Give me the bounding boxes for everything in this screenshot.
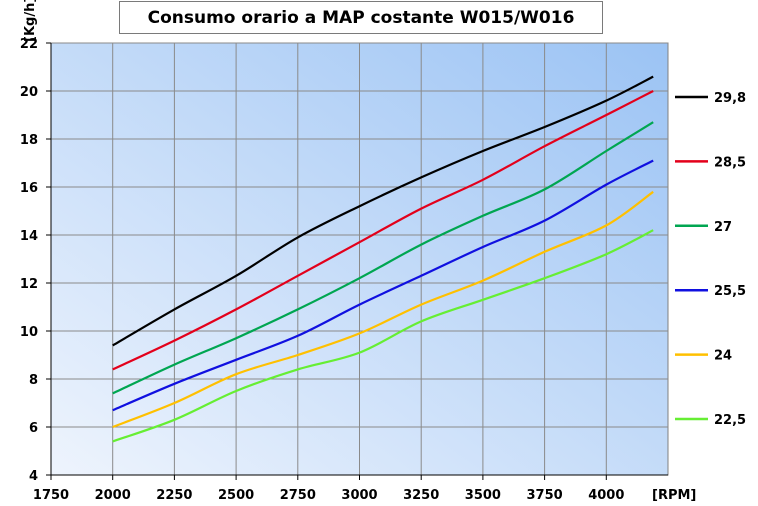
y-tick-label: 14	[20, 229, 38, 244]
x-tick-label: 2500	[218, 488, 254, 503]
series-line-24	[112, 190, 654, 429]
x-tick-label: 3000	[341, 488, 377, 503]
y-tick-label: 12	[20, 277, 38, 292]
series-line-22-5	[112, 229, 654, 443]
y-axis-label: [Kg/h]	[23, 0, 38, 42]
y-tick-label: 20	[20, 85, 38, 100]
x-axis-label: [RPM]	[652, 488, 696, 503]
x-tick-label: 3750	[527, 488, 563, 503]
x-tick-label: 2000	[95, 488, 131, 503]
x-tick-label: 2250	[156, 488, 192, 503]
series-line-29-8	[112, 75, 654, 347]
y-tick-label: 22	[20, 37, 38, 52]
legend-label: 22,5	[714, 413, 746, 428]
series-line-27	[112, 121, 654, 395]
legend: 29,8 28,5 27 25,5 24 22,5	[675, 91, 746, 428]
x-tick-label: 1750	[33, 488, 69, 503]
chart-title: Consumo orario a MAP costante W015/W016	[119, 1, 603, 34]
x-tick-label: 2750	[280, 488, 316, 503]
series-line-25-5	[112, 159, 654, 412]
legend-label: 27	[714, 220, 732, 235]
legend-label: 28,5	[714, 155, 746, 170]
y-tick-label: 6	[29, 421, 38, 436]
y-tick-label: 16	[20, 181, 38, 196]
y-tick-label: 18	[20, 133, 38, 148]
legend-label: 24	[714, 349, 732, 364]
axes: 1750 2000 2250 2500 2750 3000 3250 3500 3750 4000…	[20, 37, 668, 503]
y-tick-label: 8	[29, 373, 38, 388]
x-tick-label: 4000	[588, 488, 624, 503]
y-tick-label: 10	[20, 325, 38, 340]
y-tick-label: 4	[29, 469, 38, 484]
legend-label: 25,5	[714, 284, 746, 299]
x-tick-label: 3500	[465, 488, 501, 503]
series-lines	[112, 75, 654, 443]
legend-label: 29,8	[714, 91, 746, 106]
x-tick-label: 3250	[403, 488, 439, 503]
series-line-28-5	[112, 90, 654, 371]
grid	[51, 42, 668, 475]
